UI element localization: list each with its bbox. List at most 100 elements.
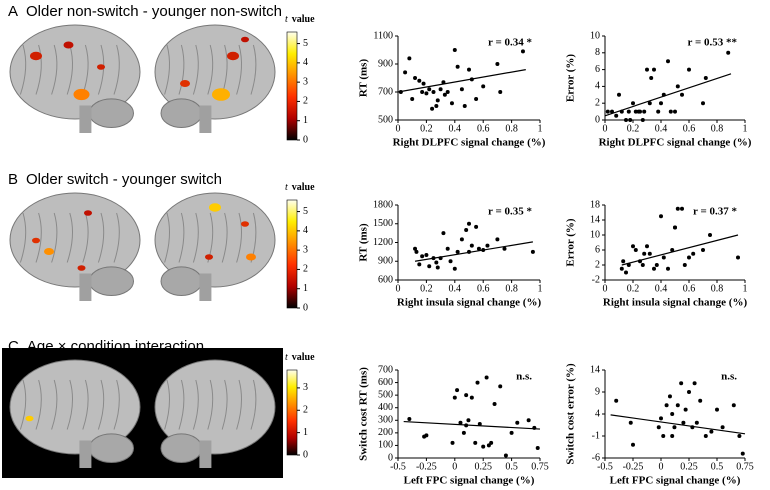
annotation: r = 0.35 * [488,206,532,218]
colorbar-tick-label: 1 [303,283,308,294]
x-tick-label: 1 [538,123,543,134]
y-tick-label: 900 [378,256,393,267]
brain-cerebellum [88,433,135,464]
y-tick-label: -2 [592,274,600,285]
data-point [720,425,725,430]
brain-sulcus [236,44,242,95]
x-tick-label: -0.5 [597,461,613,472]
data-point [530,249,535,254]
brain-sulcus [178,379,185,430]
brain-sulcus [164,44,170,95]
brain-sulcus [178,212,185,263]
data-point [617,92,621,97]
data-point [464,228,469,232]
data-point [474,97,479,101]
annotation: r = 0.34 * [488,37,532,49]
data-point [694,420,699,425]
data-point [520,49,525,54]
x-tick-label: 0.5 [711,461,724,472]
data-point [421,81,426,86]
data-point [475,380,480,385]
activation [84,210,92,216]
data-point [659,214,663,219]
data-point [526,418,531,423]
x-tick-label: 0 [396,123,401,134]
data-point [656,425,661,430]
x-tick-label: 0.6 [683,123,696,134]
data-point [682,263,687,267]
x-tick-label: 0 [603,123,608,134]
data-point [661,255,666,260]
data-point [633,248,638,252]
data-point [452,48,457,52]
data-point [631,244,635,249]
data-point [683,407,688,412]
brain-cerebellum [160,98,203,128]
brain-sulcus [207,44,214,95]
data-point [659,416,663,421]
y-tick-label: 1100 [373,30,393,41]
brain-sulcus [66,379,73,430]
data-point [631,442,635,447]
trend-line [621,234,739,266]
data-point [481,84,486,89]
brain-sulcus [35,379,42,430]
brain-sulcus [51,44,58,95]
y-tick-label: 1800 [373,199,393,210]
trend-line [604,73,732,117]
colorbar [286,369,298,456]
data-point [407,56,412,61]
y-axis-label: RT (ms) [358,59,370,98]
data-point [647,101,652,106]
panel-title: A Older non-switch - younger non-switch [8,3,282,20]
data-point [435,265,440,270]
data-point [673,109,677,114]
data-point [485,243,490,248]
data-point [427,87,432,92]
brain-sulcus [192,44,199,95]
data-point [670,248,675,252]
colorbar-label-text: value [292,14,315,25]
brain-image [9,192,141,301]
y-tick-label: 14 [590,364,600,375]
data-point [638,109,642,114]
brain-sulcus [19,212,27,263]
brain-cortex [9,359,141,455]
colorbar-label-symbol: t [285,14,288,25]
data-point [649,76,654,80]
activation [63,41,74,49]
x-tick-label: -0.5 [390,461,406,472]
data-point [515,420,520,425]
data-point [431,90,436,94]
brain-cerebellum [88,266,135,297]
data-point [679,381,684,386]
data-point [701,248,705,252]
x-tick-label: 0.4 [655,123,668,134]
data-point [467,221,471,226]
brain-cortex [9,24,141,120]
data-point [691,251,696,256]
y-tick-label: 9 [595,386,600,397]
data-point [434,104,439,108]
x-axis-label: Right insula signal change (%) [397,297,542,309]
colorbar-tick-label: 1 [303,115,308,126]
data-point [509,430,514,435]
brain-stem [199,440,212,468]
y-tick-label: 10 [590,30,600,41]
colorbar-tick-label: 3 [303,76,308,87]
data-point [652,266,656,271]
data-point [424,91,429,96]
data-point [459,237,464,242]
data-point [687,67,691,72]
data-point [628,118,633,122]
data-point [708,233,712,237]
brain-sulcus [192,379,199,430]
x-axis-label: Right insula signal change (%) [603,297,748,309]
data-point [624,118,628,122]
x-tick-label: 0.5 [505,461,518,472]
data-point [461,430,466,435]
data-point [740,451,745,456]
x-tick-label: 0.6 [477,283,490,294]
x-tick-label: 0 [452,461,457,472]
data-point [464,393,469,398]
